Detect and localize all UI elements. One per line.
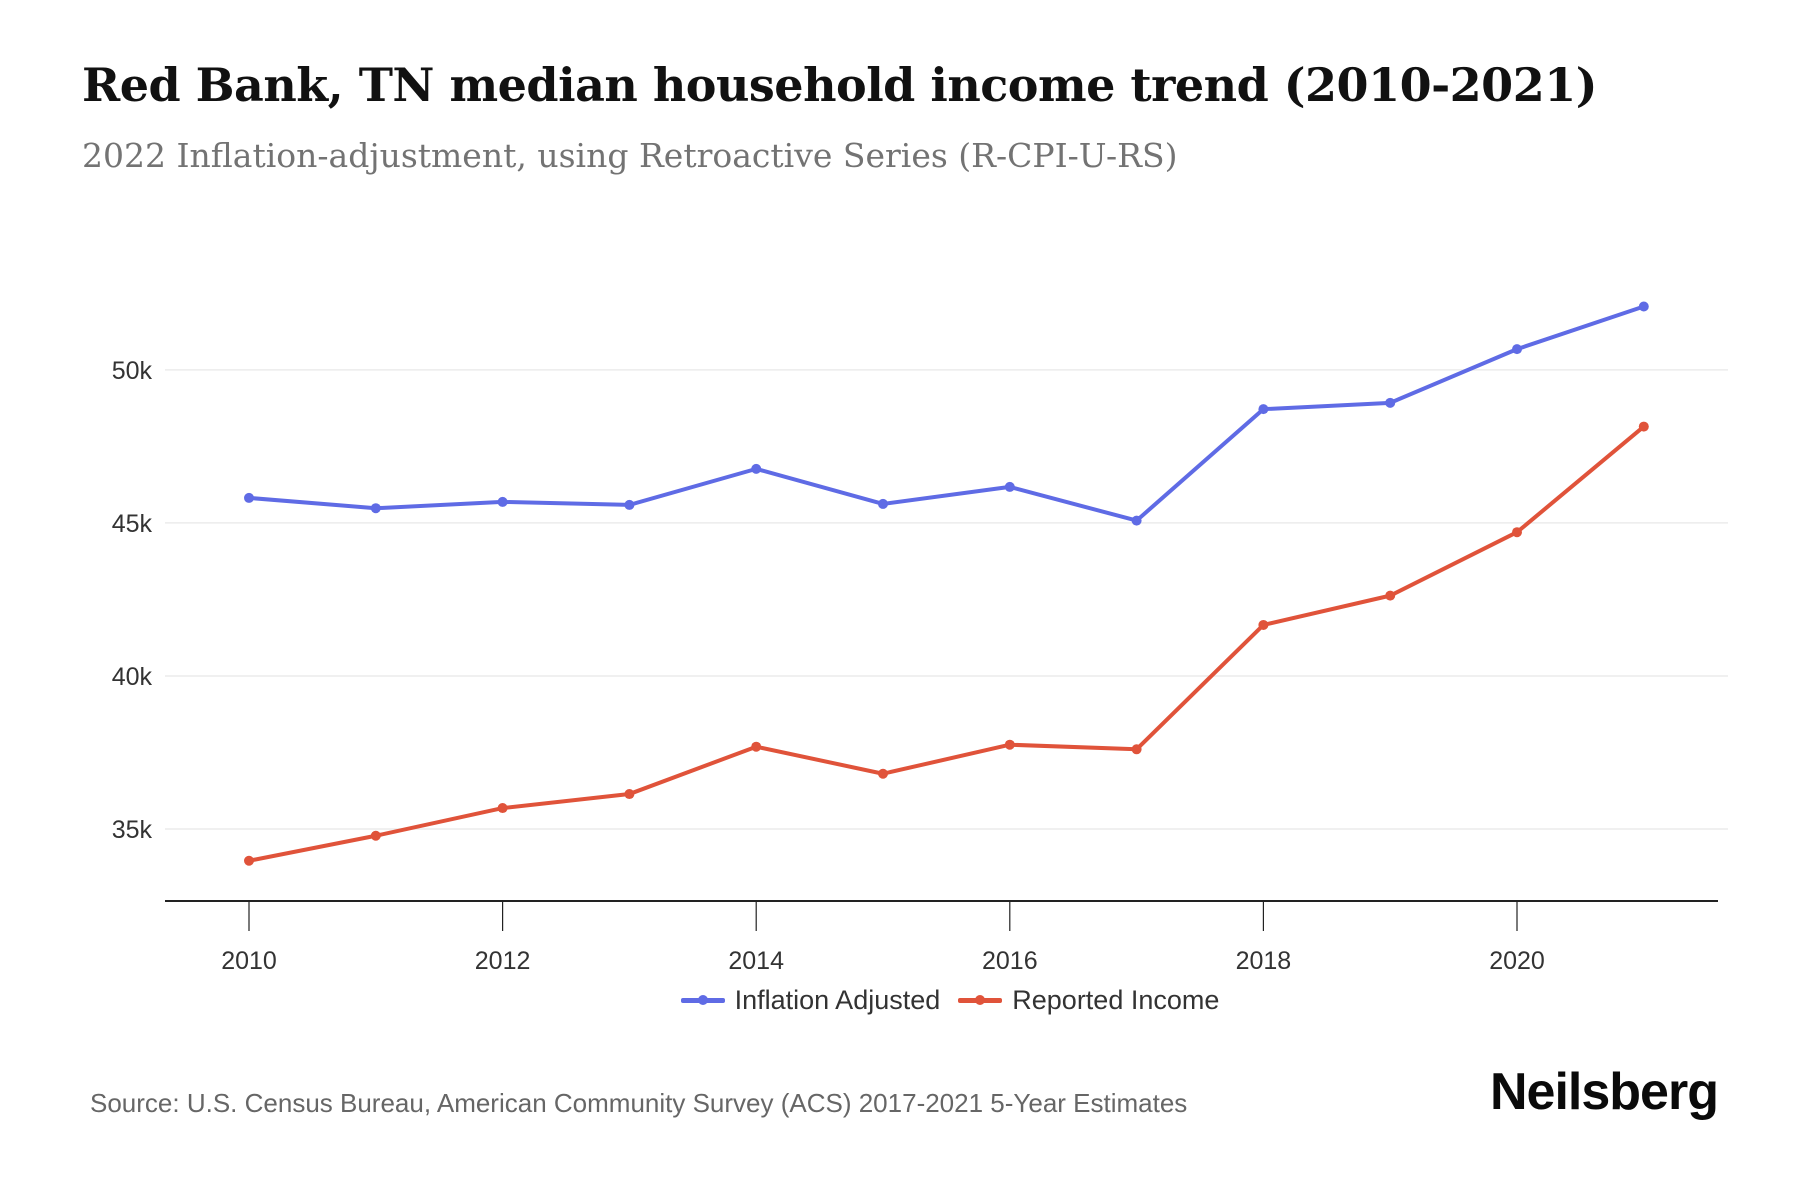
x-axis: 2010 2012 2014 2016 2018 2020 [165,900,1718,975]
data-point-inflation-adjusted [751,463,762,474]
data-point-inflation-adjusted [1638,301,1649,312]
series-lines [244,301,1649,866]
legend-swatch-inflation-adjusted [680,995,725,1005]
data-point-reported-income [1131,744,1142,755]
y-tick-label: 35k [112,816,153,844]
data-point-inflation-adjusted [1258,404,1269,415]
data-point-reported-income [751,741,762,752]
legend-label: Inflation Adjusted [734,985,941,1015]
series-line-inflation-adjusted [247,304,1646,523]
y-axis: 35k 40k 45k 50k [112,357,153,844]
legend-item-inflation-adjusted[interactable]: Inflation Adjusted [680,985,941,1016]
data-point-reported-income [1512,527,1522,538]
data-point-reported-income [1258,619,1269,630]
legend-label: Reported Income [1012,985,1220,1015]
y-tick-label: 40k [112,663,153,691]
source-note: Source: U.S. Census Bureau, American Com… [90,1088,1188,1118]
data-point-inflation-adjusted [370,503,381,514]
data-point-reported-income [878,768,888,779]
x-tick-label: 2010 [221,947,277,975]
data-point-inflation-adjusted [1512,344,1522,355]
x-tick-label: 2016 [982,947,1038,975]
series-line-reported-income [247,424,1646,863]
y-tick-label: 45k [112,510,153,538]
data-point-inflation-adjusted [1004,481,1015,492]
data-point-reported-income [1004,739,1015,750]
data-point-reported-income [370,830,381,841]
data-point-reported-income [1385,590,1396,601]
x-tick-label: 2020 [1489,947,1545,975]
data-point-inflation-adjusted [497,496,508,507]
x-tick-label: 2018 [1236,947,1292,975]
data-point-reported-income [244,855,254,866]
chart-subtitle: 2022 Inflation-adjustment, using Retroac… [82,136,1178,175]
y-tick-label: 50k [112,357,153,385]
data-point-reported-income [624,789,635,800]
x-tick-label: 2012 [475,947,531,975]
data-point-inflation-adjusted [244,492,254,503]
x-tick-label: 2014 [728,947,784,975]
chart-title: Red Bank, TN median household income tre… [82,58,1597,112]
legend: Inflation Adjusted Reported Income [0,985,1800,1016]
data-point-inflation-adjusted [878,498,888,509]
data-point-inflation-adjusted [1385,397,1396,408]
legend-item-reported-income[interactable]: Reported Income [958,985,1219,1016]
data-point-reported-income [1638,421,1649,432]
data-point-reported-income [497,803,508,814]
data-point-inflation-adjusted [1131,515,1142,526]
data-point-inflation-adjusted [624,499,635,510]
legend-swatch-reported-income [958,995,1003,1005]
brand-logo: Neilsberg [1490,1063,1719,1121]
